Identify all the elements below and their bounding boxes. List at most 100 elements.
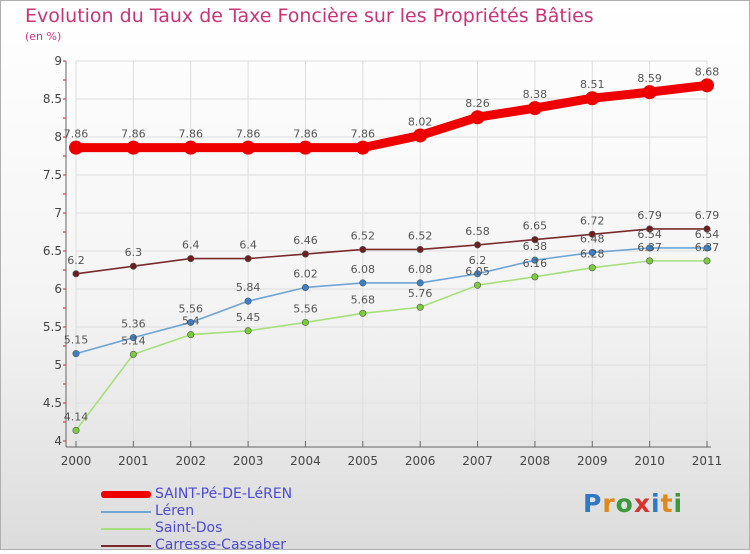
data-label: 7.86 (121, 128, 146, 141)
series-line-3 (75, 228, 708, 275)
data-label: 6.08 (408, 263, 433, 276)
series-point-0 (298, 140, 313, 155)
series-point-2 (72, 426, 80, 434)
data-label: 5.14 (121, 334, 146, 347)
data-label: 6.58 (465, 225, 490, 238)
series-line-2 (75, 260, 708, 432)
series-point-0 (183, 140, 198, 155)
series-point-2 (588, 264, 596, 272)
data-label: 7.86 (236, 128, 261, 141)
legend-swatch-leren (101, 511, 151, 513)
series-point-3 (588, 230, 596, 238)
data-label: 8.51 (580, 78, 605, 91)
data-label: 5.4 (182, 315, 200, 328)
y-tick-label: 4.5 (43, 396, 62, 410)
data-label: 6.48 (580, 233, 605, 246)
series-point-0 (527, 101, 542, 116)
data-label: 6.4 (239, 239, 257, 252)
data-label: 5.68 (351, 293, 376, 306)
series-point-2 (646, 257, 654, 265)
data-label: 6.52 (351, 229, 376, 242)
data-label: 6.2 (469, 254, 487, 267)
x-tick-label: 2004 (290, 454, 321, 468)
data-label: 6.79 (637, 209, 662, 222)
legend-swatch-saint-dos (101, 528, 151, 530)
data-label: 7.86 (178, 128, 203, 141)
series-point-1 (301, 283, 309, 291)
series-line-0 (71, 80, 712, 153)
y-tick-label: 6.5 (43, 244, 62, 258)
data-label: 5.36 (121, 318, 146, 331)
series-point-1 (474, 270, 482, 278)
y-tick-label: 8 (54, 130, 62, 144)
series-point-3 (129, 262, 137, 270)
series-point-3 (244, 255, 252, 263)
y-tick-label: 5 (54, 358, 62, 372)
logo-letter: i (651, 489, 661, 518)
data-label: 6.37 (637, 241, 662, 254)
data-label: 7.86 (64, 128, 89, 141)
data-label: 7.86 (351, 128, 376, 141)
series-point-0 (241, 140, 256, 155)
data-label: 6.08 (351, 263, 376, 276)
y-tick-label: 9 (54, 54, 62, 68)
x-tick-label: 2005 (348, 454, 379, 468)
data-label: 4.14 (64, 410, 89, 423)
data-label: 6.28 (580, 248, 605, 261)
series-point-3 (301, 250, 309, 258)
x-tick-label: 2001 (118, 454, 149, 468)
data-label: 6.72 (580, 214, 605, 227)
data-label: 6.16 (523, 257, 548, 270)
chart-title: Evolution du Taux de Taxe Foncière sur l… (25, 5, 594, 27)
series-point-3 (72, 270, 80, 278)
x-tick-label: 2000 (61, 454, 92, 468)
series-point-0 (69, 140, 83, 155)
series-point-0 (470, 110, 485, 125)
series-point-1 (129, 334, 137, 342)
data-label: 8.59 (637, 72, 662, 85)
series-point-1 (72, 350, 80, 358)
series-point-1 (416, 279, 424, 287)
series-point-3 (531, 236, 539, 244)
x-tick-label: 2007 (462, 454, 493, 468)
data-label: 6.37 (695, 241, 720, 254)
data-label: 6.52 (408, 229, 433, 242)
series-point-1 (359, 279, 367, 287)
x-tick-label: 2009 (577, 454, 608, 468)
series-point-3 (646, 225, 654, 233)
data-label: 6.54 (637, 228, 662, 241)
data-label: 6.05 (465, 265, 490, 278)
series-point-2 (474, 281, 482, 289)
series-point-3 (474, 241, 482, 249)
series-line-1 (75, 247, 708, 355)
data-label: 5.45 (236, 311, 261, 324)
chart-subtitle: (en %) (25, 30, 62, 43)
series-point-0 (585, 91, 600, 106)
data-label: 6.2 (67, 254, 85, 267)
data-label: 8.02 (408, 115, 433, 128)
data-label: 5.15 (64, 334, 89, 347)
legend-swatch-carresse-cassaber (101, 545, 151, 547)
logo-letter: x (633, 489, 651, 518)
y-tick-label: 4 (54, 434, 62, 448)
y-tick-label: 6 (54, 282, 62, 296)
series-point-2 (416, 303, 424, 311)
logo-letter: o (615, 489, 634, 518)
series-point-1 (703, 244, 711, 252)
logo-letter: r (602, 489, 616, 518)
legend-label-saint-pe: SAINT-Pé-DE-LéREN (155, 486, 293, 502)
series-point-2 (359, 309, 367, 317)
series-point-0 (642, 85, 657, 100)
logo-letter: t (660, 489, 674, 518)
data-label: 8.68 (695, 65, 720, 78)
data-label: 8.38 (523, 88, 548, 101)
data-label: 6.38 (523, 240, 548, 253)
y-tick-label: 7 (54, 206, 62, 220)
y-tick-label: 7.5 (43, 168, 62, 182)
series-point-2 (531, 273, 539, 281)
series-point-0 (413, 128, 428, 143)
series-point-1 (244, 297, 252, 305)
x-tick-label: 2008 (520, 454, 551, 468)
